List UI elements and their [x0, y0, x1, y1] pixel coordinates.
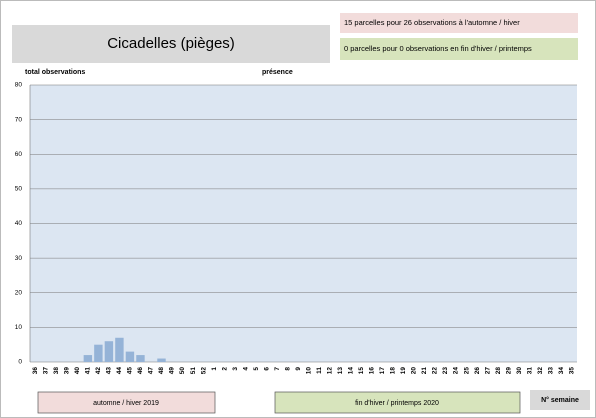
- bar: [125, 351, 135, 362]
- x-tick-label: 23: [442, 367, 449, 375]
- x-tick-label: 14: [348, 367, 355, 375]
- x-tick-label: 7: [274, 367, 281, 371]
- presence-label: présence: [262, 69, 293, 76]
- x-tick-label: 43: [106, 367, 113, 375]
- period-label: automne / hiver 2019: [93, 400, 159, 407]
- x-axis-label: N° semaine: [541, 396, 579, 404]
- y-axis-label: total observations: [25, 69, 85, 76]
- period-box: [274, 391, 521, 414]
- y-tick-label: 70: [15, 116, 23, 123]
- x-tick-label: 31: [526, 367, 533, 375]
- x-tick-label: 44: [116, 367, 123, 375]
- bar: [104, 341, 114, 362]
- x-tick-label: 46: [137, 367, 144, 375]
- x-tick-label: 35: [568, 367, 575, 375]
- x-tick-label: 28: [495, 367, 502, 375]
- x-tick-label: 37: [42, 367, 49, 375]
- y-tick-label: 40: [15, 220, 23, 227]
- x-tick-label: 24: [453, 367, 460, 375]
- bar: [157, 358, 166, 362]
- note-box: [340, 13, 578, 33]
- x-tick-label: 3: [232, 367, 239, 371]
- bar: [83, 355, 93, 362]
- x-tick-label: 52: [200, 367, 207, 375]
- x-tick-label: 27: [484, 367, 491, 375]
- x-tick-label: 50: [179, 367, 186, 375]
- x-tick-label: 29: [505, 367, 512, 375]
- x-tick-label: 5: [253, 367, 260, 371]
- bar: [115, 337, 124, 362]
- x-tick-label: 13: [337, 367, 344, 375]
- bar: [136, 355, 145, 362]
- x-tick-label: 30: [516, 367, 523, 375]
- x-tick-label: 16: [369, 367, 376, 375]
- period-label: fin d'hiver / printemps 2020: [355, 400, 439, 407]
- x-tick-label: 32: [537, 367, 544, 375]
- x-tick-label: 21: [421, 367, 428, 375]
- x-tick-label: 11: [316, 367, 323, 374]
- x-tick-label: 39: [64, 367, 71, 375]
- x-tick-label: 19: [400, 367, 407, 375]
- note: 15 parcelles pour 26 observations à l'au…: [344, 18, 520, 27]
- y-tick-label: 10: [15, 324, 23, 331]
- y-tick-label: 30: [15, 255, 23, 262]
- x-tick-label: 10: [305, 367, 312, 375]
- x-tick-label: 26: [474, 367, 481, 375]
- x-tick-label: 45: [127, 367, 134, 375]
- x-tick-label: 15: [358, 367, 365, 375]
- x-tick-label: 34: [558, 367, 565, 375]
- x-tick-label: 25: [463, 367, 470, 375]
- x-tick-label: 6: [263, 367, 270, 371]
- y-tick-label: 20: [15, 289, 23, 296]
- x-tick-label: 47: [148, 367, 155, 375]
- note: 0 parcelles pour 0 observations en fin d…: [344, 44, 532, 53]
- x-tick-label: 18: [390, 367, 397, 375]
- y-tick-label: 60: [15, 151, 23, 158]
- title-box: [12, 25, 330, 63]
- x-tick-label: 1: [211, 367, 218, 371]
- x-tick-label: 12: [327, 367, 334, 375]
- y-tick-label: 50: [15, 186, 23, 193]
- x-tick-label: 40: [74, 367, 81, 375]
- y-tick-label: 0: [18, 359, 22, 366]
- x-tick-label: 49: [169, 367, 176, 375]
- x-tick-label: 22: [432, 367, 439, 375]
- x-tick-label: 48: [158, 367, 165, 375]
- x-tick-label: 33: [547, 367, 554, 375]
- x-tick-label: 41: [85, 367, 92, 375]
- x-tick-label: 42: [95, 367, 102, 375]
- x-tick-label: 2: [221, 367, 228, 371]
- x-tick-label: 17: [379, 367, 386, 375]
- chart-title: Cicadelles (pièges): [107, 35, 235, 52]
- note-box: [340, 38, 578, 60]
- x-axis-label-box: [530, 390, 590, 410]
- x-tick-label: 20: [411, 367, 418, 375]
- y-tick-label: 80: [15, 82, 23, 89]
- x-tick-label: 9: [295, 367, 302, 371]
- x-tick-label: 8: [284, 367, 291, 371]
- x-tick-label: 4: [242, 367, 249, 371]
- x-tick-label: 51: [190, 367, 197, 375]
- x-tick-label: 36: [32, 367, 39, 375]
- period-box: [37, 391, 216, 414]
- x-tick-label: 38: [53, 367, 60, 375]
- bar: [94, 344, 103, 362]
